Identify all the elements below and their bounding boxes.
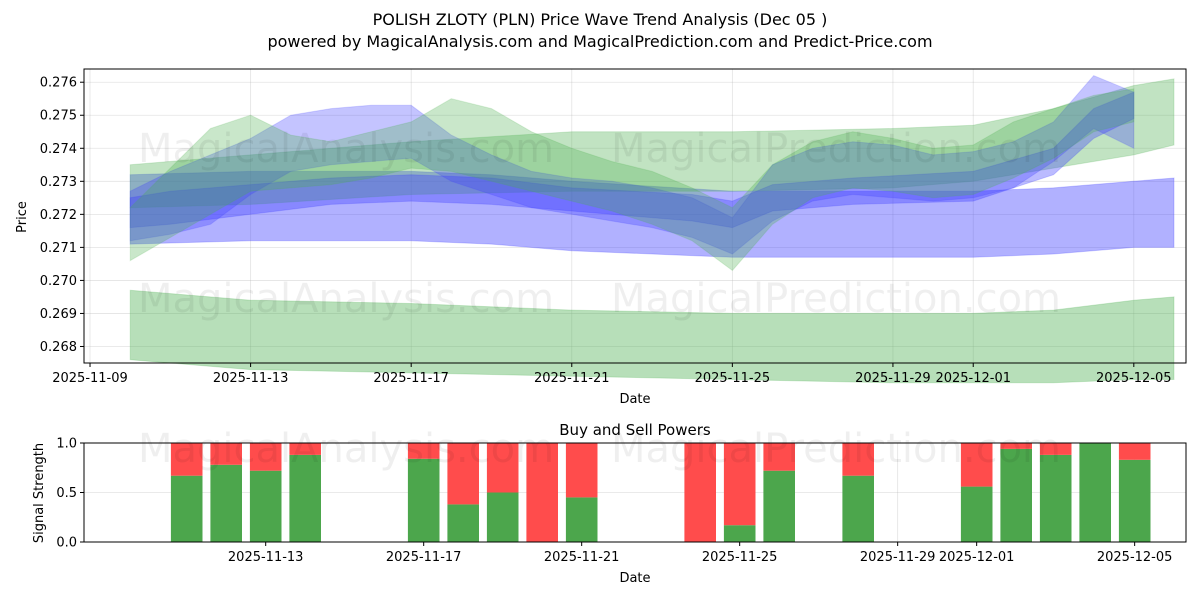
price-band-6 (129, 88, 1135, 272)
price-chart-bands (129, 75, 1175, 384)
price-chart-xlabel: Date (619, 392, 650, 407)
signal-x-tick-label: 2025-12-01 (939, 550, 1015, 565)
price-band-2 (129, 170, 1175, 258)
sell-bar (842, 443, 874, 476)
sell-bar (763, 443, 795, 471)
price-chart-frame (83, 68, 1187, 364)
signal-x-tick-label: 2025-12-05 (1097, 550, 1173, 565)
price-y-tick-label: 0.268 (40, 340, 77, 355)
sell-bar (486, 443, 519, 493)
sell-bar (289, 443, 321, 455)
signal-y-tick-label: 0.0 (56, 536, 77, 551)
price-x-tick-label: 2025-12-01 (935, 371, 1011, 386)
price-band-3 (129, 78, 1175, 209)
watermark-top-left-2: MagicalAnalysis.com (138, 276, 554, 322)
buy-bar (210, 464, 242, 542)
buy-bar (960, 486, 993, 542)
signal-x-tick-label: 2025-11-21 (544, 550, 620, 565)
main-title-line2: powered by MagicalAnalysis.com and Magic… (267, 32, 932, 51)
sell-bar (407, 443, 440, 459)
price-chart: MagicalAnalysis.com MagicalPrediction.co… (15, 68, 1187, 407)
price-y-tick-label: 0.272 (40, 208, 77, 223)
price-y-tick-label: 0.276 (40, 76, 77, 91)
watermark-bottom-left: MagicalAnalysis.com (138, 426, 554, 472)
signal-chart-bars (170, 443, 1151, 542)
price-y-tick-label: 0.271 (40, 241, 77, 256)
buy-bar (1000, 448, 1032, 542)
buy-bar (1118, 459, 1151, 542)
signal-chart-xlabel: Date (619, 571, 650, 586)
price-x-tick-label: 2025-11-25 (695, 371, 771, 386)
sell-bar (723, 443, 756, 526)
buy-bar (763, 470, 795, 542)
sell-bar (210, 443, 242, 465)
signal-chart-title: Buy and Sell Powers (559, 421, 711, 439)
price-band-5 (129, 75, 1135, 255)
watermark-bottom-right: MagicalPrediction.com (611, 426, 1061, 472)
price-y-tick-label: 0.274 (40, 142, 77, 157)
sell-bar (170, 443, 203, 476)
price-x-tick-label: 2025-11-29 (855, 371, 931, 386)
price-band-1 (129, 289, 1175, 384)
signal-x-tick-label: 2025-11-25 (702, 550, 778, 565)
price-y-tick-label: 0.273 (40, 175, 77, 190)
buy-bar (842, 475, 874, 542)
buy-bar (1039, 454, 1072, 542)
price-x-tick-label: 2025-11-13 (213, 371, 289, 386)
buy-bar (1079, 443, 1111, 542)
sell-bar (1039, 443, 1072, 455)
main-title-line1: POLISH ZLOTY (PLN) Price Wave Trend Anal… (373, 10, 828, 29)
signal-chart: Buy and Sell Powers MagicalAnalysis.com … (32, 421, 1187, 586)
sell-bar (249, 443, 282, 471)
signal-x-tick-label: 2025-11-13 (228, 550, 304, 565)
buy-bar (565, 497, 598, 542)
price-y-tick-label: 0.275 (40, 109, 77, 124)
price-x-tick-label: 2025-12-05 (1096, 371, 1172, 386)
buy-bar (289, 454, 321, 542)
signal-y-tick-label: 0.5 (56, 486, 77, 501)
buy-bar (486, 492, 519, 542)
watermark-top-left-1: MagicalAnalysis.com (138, 126, 554, 172)
buy-bar (170, 475, 203, 542)
sell-bar (1000, 443, 1032, 449)
watermark-top-right-1: MagicalPrediction.com (611, 126, 1061, 172)
watermark-top-right-2: MagicalPrediction.com (611, 276, 1061, 322)
sell-bar (960, 443, 993, 487)
sell-bar (447, 443, 479, 505)
price-x-tick-label: 2025-11-17 (373, 371, 449, 386)
signal-chart-y-ticks: 0.0 0.5 1.0 (56, 437, 84, 551)
price-y-tick-label: 0.270 (40, 274, 77, 289)
sell-bar (565, 443, 598, 498)
signal-x-tick-label: 2025-11-29 (860, 550, 936, 565)
buy-bar (447, 504, 479, 542)
signal-y-tick-label: 1.0 (56, 437, 77, 452)
price-chart-grid (84, 69, 1186, 363)
price-chart-y-ticks: 0.268 0.269 0.270 0.271 0.272 0.273 0.274 0.275… (40, 76, 84, 355)
price-chart-ylabel: Price (15, 201, 30, 233)
signal-chart-x-ticks: 2025-11-13 2025-11-17 2025-11-21 2025-11-25… (228, 542, 1173, 565)
buy-bar (249, 470, 282, 542)
sell-bar (526, 443, 558, 542)
price-band-4 (129, 91, 1135, 229)
price-x-tick-label: 2025-11-21 (534, 371, 610, 386)
buy-bar (407, 458, 440, 542)
price-y-tick-label: 0.269 (40, 307, 77, 322)
sell-bar (684, 443, 716, 542)
signal-chart-ylabel: Signal Strength (32, 443, 47, 543)
sell-bar (1118, 443, 1151, 460)
buy-bar (723, 525, 756, 542)
price-x-tick-label: 2025-11-09 (52, 371, 128, 386)
signal-x-tick-label: 2025-11-17 (386, 550, 462, 565)
price-chart-x-ticks: 2025-11-09 2025-11-13 2025-11-17 2025-11-21… (52, 363, 1172, 386)
